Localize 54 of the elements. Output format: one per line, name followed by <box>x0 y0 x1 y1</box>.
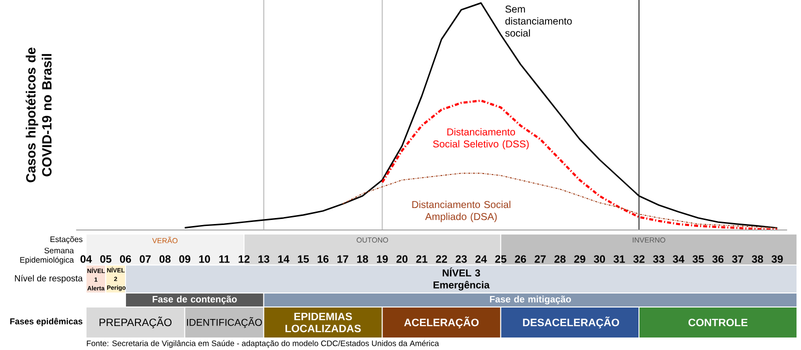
text: Estações <box>50 236 82 244</box>
text: CONTROLE <box>688 318 748 326</box>
x-tick-label: 13 <box>258 255 270 263</box>
text: PREPARAÇÃO <box>100 316 172 328</box>
x-tick-label: 31 <box>614 255 625 263</box>
x-tick-label: 08 <box>159 255 171 263</box>
x-tick-label: 28 <box>554 255 566 263</box>
y-axis-title: Casos hipotéticos de COVID-19 no Brasil <box>26 48 52 182</box>
x-tick-label: 22 <box>436 255 447 263</box>
x-tick-label: 20 <box>396 255 408 263</box>
text: Fase de mitigação <box>490 296 571 304</box>
x-tick-label: 39 <box>772 255 783 263</box>
x-tick-label: 15 <box>298 255 309 263</box>
x-tick-label: 37 <box>732 255 744 263</box>
x-tick-label: 05 <box>100 255 112 263</box>
x-tick-label: 30 <box>594 255 605 263</box>
x-tick-label: 17 <box>337 255 348 263</box>
x-tick-label: 06 <box>120 255 132 263</box>
x-tick-label: 38 <box>752 255 764 263</box>
x-tick-label: 12 <box>238 255 250 263</box>
text: Nível de resposta <box>15 274 83 284</box>
x-tick-label: 36 <box>712 255 724 263</box>
series-label: Distanciamento Social Seletivo (DSS) <box>433 128 529 150</box>
x-tick-label: 32 <box>633 255 644 263</box>
text: Distanciamento Social Ampliado (DSA) <box>412 200 510 222</box>
text: Fases epidêmicas <box>10 318 82 326</box>
text: NÍVEL 3 Emergência <box>434 267 490 290</box>
x-tick-label: 34 <box>672 255 684 263</box>
text: DESACELERAÇÃO <box>523 316 620 328</box>
x-tick-label: 25 <box>495 255 506 263</box>
x-tick-label: 11 <box>219 255 230 263</box>
x-tick-label: 35 <box>692 255 704 263</box>
x-axis-title: Semana Epidemiológica <box>20 248 74 264</box>
x-tick-label: 29 <box>574 255 586 263</box>
x-tick-label: 07 <box>140 255 151 263</box>
x-tick-label: 10 <box>199 255 210 263</box>
x-tick-label: 24 <box>475 255 487 263</box>
text: EPIDEMIAS LOCALIZADAS <box>286 312 361 332</box>
x-tick-label: 23 <box>456 255 467 263</box>
x-tick-label: 18 <box>357 255 368 263</box>
series-label: Sem distanciamento social <box>505 6 572 37</box>
source-note: Fonte: Secretaria de Vigilância em Saúde - adaptação do modelo CDC/Estados Unidos da América <box>86 340 439 348</box>
x-tick-label: 27 <box>534 255 546 263</box>
text: IDENTIFICAÇÃO <box>187 317 262 328</box>
x-tick-label: 21 <box>416 255 428 263</box>
x-tick-label: 14 <box>278 255 290 263</box>
x-tick-label: 26 <box>514 255 526 263</box>
text: ACELERAÇÃO <box>404 316 479 328</box>
x-tick-label: 04 <box>80 255 92 263</box>
text: Fase de contenção <box>152 296 237 304</box>
x-tick-label: 19 <box>376 255 388 263</box>
x-tick-label: 33 <box>653 255 664 263</box>
x-tick-label: 09 <box>179 255 190 263</box>
x-tick-label: 16 <box>318 255 329 263</box>
